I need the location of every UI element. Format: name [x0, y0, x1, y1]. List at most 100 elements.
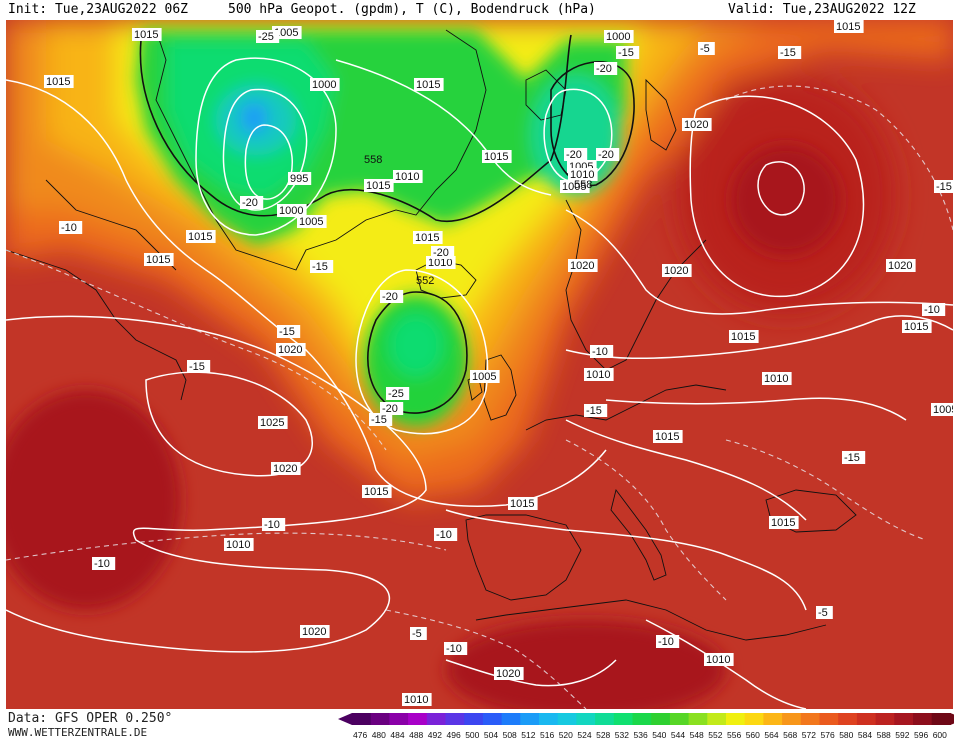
pressure-label-text: 1020 — [888, 260, 912, 272]
temperature-label-box — [596, 148, 620, 161]
temperature-label: -5 — [816, 606, 833, 619]
temperature-label-box — [431, 246, 455, 259]
pressure-label: 1010 — [568, 168, 598, 181]
pressure-label-box — [494, 667, 524, 680]
pressure-label-box — [568, 168, 598, 181]
temperature-label: -5 — [410, 627, 427, 640]
colorbar-tick-label: 572 — [802, 730, 816, 740]
pressure-label-text: 1015 — [46, 76, 70, 88]
colorbar-tick-label: 576 — [821, 730, 835, 740]
pressure-label-box — [886, 259, 916, 272]
temperature-label-text: -20 — [382, 403, 398, 415]
map-canvas: 1015101510051000995100010051010101510151… — [6, 20, 953, 709]
temperature-label-text: -10 — [436, 529, 452, 541]
isotherm-f — [385, 609, 587, 709]
colorbar-tick-label: 592 — [895, 730, 909, 740]
colorbar-swatch — [913, 713, 933, 725]
colorbar-tick-label: 584 — [858, 730, 872, 740]
colorbar-tick-label: 552 — [708, 730, 722, 740]
colorbar-swatch — [520, 713, 540, 725]
temperature-label-box — [816, 606, 833, 619]
colorbar-min-arrow — [338, 713, 352, 725]
pressure-label-text: 1015 — [510, 498, 534, 510]
pressure-label-text: 1020 — [664, 265, 688, 277]
pressure-label-text: 1015 — [416, 79, 440, 91]
colorbar-swatch — [782, 713, 802, 725]
pressure-label-text: 1005 — [274, 27, 298, 39]
isotherm-c — [565, 439, 727, 601]
colorbar-swatch — [856, 713, 877, 725]
isobar-1015-alps — [565, 419, 807, 521]
pressure-label-box — [508, 497, 538, 510]
weather-map: 1015 1015 1005 1000 995 1000 1005 1010 1015 1015 1… — [6, 20, 953, 709]
temperature-label-box — [434, 528, 458, 541]
temperature-labels: -25-20-15-20-15-15-20-20-10-15-15-20-20-… — [59, 30, 953, 655]
pressure-label-text: 1015 — [484, 151, 508, 163]
geopotential-label: 558 — [364, 154, 382, 166]
pressure-label-box — [413, 231, 443, 244]
pressure-label-box — [276, 343, 306, 356]
colorbar-swatch — [763, 713, 783, 725]
colorbar-swatch — [501, 713, 521, 725]
colorbar-tick-label: 484 — [390, 730, 404, 740]
temperature-label-text: -25 — [388, 388, 404, 400]
temperature-label: -15 — [369, 413, 393, 426]
pressure-label: 1020 — [682, 118, 712, 131]
isobar-1015-arctic — [335, 59, 552, 196]
pressure-label-box — [44, 75, 74, 88]
temperature-label-box — [59, 221, 83, 234]
sahara-high-dark — [446, 620, 726, 709]
pressure-label-text: 1010 — [395, 171, 419, 183]
pressure-labels: 1015101510051000995100010051010101510151… — [44, 20, 953, 706]
temperature-label: -20 — [564, 148, 588, 161]
pressure-label-text: 1005 — [299, 216, 323, 228]
temperature-label-text: -15 — [189, 361, 205, 373]
colorbar-tick-label: 580 — [839, 730, 853, 740]
contour-558-svalbard — [550, 61, 635, 187]
pressure-label: 1000 — [604, 30, 634, 43]
colorbar-swatch — [894, 713, 914, 725]
colorbar-tick-label: 480 — [372, 730, 386, 740]
pressure-label-box — [834, 20, 864, 33]
scandinavia-coast — [565, 199, 707, 371]
pressure-label: 1015 — [769, 516, 799, 529]
pressure-label-box — [272, 26, 302, 39]
pressure-label-text: 1015 — [134, 29, 158, 41]
temperature-label-text: -15 — [780, 47, 796, 59]
temperature-label: -20 — [380, 402, 404, 415]
pressure-label: 1015 — [902, 320, 932, 333]
temperature-label-text: -20 — [433, 247, 449, 259]
iberia-coast — [465, 514, 582, 601]
temperature-label: -15 — [842, 451, 866, 464]
colorbar-tick-label: 532 — [615, 730, 629, 740]
geopotential-label: 558 — [574, 179, 592, 191]
temperature-label-text: -15 — [371, 414, 387, 426]
isobar-1000-greenland — [222, 88, 308, 211]
pressure-label-box — [402, 693, 432, 706]
data-source-label: Data: GFS OPER 0.250° — [8, 711, 173, 726]
pressure-label-text: 1015 — [904, 321, 928, 333]
temperature-label-box — [778, 46, 802, 59]
colorbar-swatch — [726, 713, 746, 725]
pressure-label: 1015 — [482, 150, 512, 163]
isobar-1010-africa — [445, 659, 617, 687]
pressure-label: 1015 — [729, 330, 759, 343]
pressure-label-box — [277, 204, 307, 217]
italy-coast — [610, 488, 667, 581]
novaya-coast — [645, 78, 677, 151]
colorbar-swatch — [651, 713, 671, 725]
contour-552-atlantic — [367, 291, 468, 414]
colorbar-swatch — [352, 713, 372, 725]
temperature-label-text: -15 — [279, 326, 295, 338]
isobar-east-low — [689, 95, 865, 298]
temperature-label-box — [380, 402, 404, 415]
colorbar-legend: 476 480 484 488 492 496 500 504 508 512 516 520 524 5… — [338, 713, 954, 740]
pressure-label-text: 1025 — [260, 417, 284, 429]
temperature-label: -15 — [934, 180, 953, 193]
pressure-label-text: 1000 — [279, 205, 303, 217]
svalbard-coast — [525, 69, 567, 121]
colorbar-swatch — [408, 713, 428, 725]
temperature-label-box — [310, 260, 334, 273]
colorbar-tick-label: 556 — [727, 730, 741, 740]
pressure-label-text: 1015 — [731, 331, 755, 343]
